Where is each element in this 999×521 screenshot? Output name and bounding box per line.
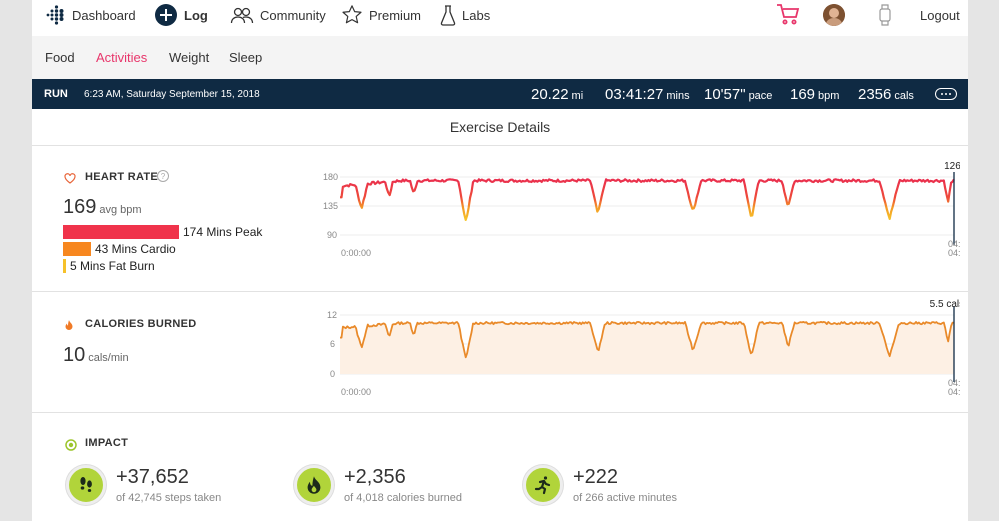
flame-icon bbox=[64, 318, 74, 336]
footsteps-icon bbox=[66, 465, 106, 505]
impact-subtext: of 42,745 steps taken bbox=[116, 492, 222, 504]
runner-icon bbox=[523, 465, 563, 505]
flask-icon bbox=[440, 4, 456, 26]
stat-distance: 20.22 mi bbox=[531, 86, 584, 103]
cursor-time-label: 04:07:05 bbox=[948, 239, 960, 249]
zone-cardio: 43 Mins Cardio bbox=[63, 242, 176, 256]
fitbit-logo-icon bbox=[44, 4, 66, 26]
impact-title: IMPACT bbox=[85, 437, 129, 449]
nav-log-label: Log bbox=[184, 7, 208, 23]
nav-community[interactable]: Community bbox=[230, 0, 326, 30]
activity-summary-bar: RUN 6:23 AM, Saturday September 15, 2018… bbox=[32, 79, 968, 109]
y-tick: 6 bbox=[330, 339, 335, 349]
star-icon bbox=[341, 4, 363, 26]
logout-link[interactable]: Logout bbox=[920, 8, 960, 23]
x-start-label: 0:00:00 bbox=[341, 387, 371, 397]
heart-icon bbox=[64, 171, 76, 189]
zone-peak: 174 Mins Peak bbox=[63, 225, 262, 239]
activity-type: RUN bbox=[44, 88, 68, 100]
heart-rate-panel: HEART RATE ? 169 avg bpm 174 Mins Peak 43… bbox=[32, 146, 968, 292]
nav-dashboard[interactable]: Dashboard bbox=[44, 0, 136, 30]
zone-fat-burn: 5 Mins Fat Burn bbox=[63, 259, 155, 273]
tab-activities[interactable]: Activities bbox=[96, 50, 148, 65]
more-options-button[interactable] bbox=[935, 88, 957, 100]
plus-circle-icon bbox=[154, 3, 178, 27]
top-nav: Dashboard Log Community Premium Labs Log… bbox=[32, 0, 968, 36]
tab-food[interactable]: Food bbox=[45, 50, 75, 65]
impact-value: +2,356 bbox=[344, 466, 406, 488]
stat-calories: 2356 cals bbox=[858, 86, 914, 103]
help-icon[interactable]: ? bbox=[157, 170, 169, 182]
watch-icon[interactable] bbox=[877, 3, 893, 27]
calories-area bbox=[340, 321, 954, 374]
activity-date: 6:23 AM, Saturday September 15, 2018 bbox=[84, 89, 260, 100]
y-tick: 135 bbox=[323, 201, 338, 211]
nav-log[interactable]: Log bbox=[154, 0, 208, 30]
tab-sleep[interactable]: Sleep bbox=[229, 50, 263, 65]
impact-subtext: of 4,018 calories burned bbox=[344, 492, 463, 504]
impact-subtext: of 266 active minutes bbox=[573, 492, 677, 504]
impact-panel: IMPACT +37,652 of 42,745 steps taken +2,… bbox=[32, 413, 968, 521]
stat-pace: 10'57" pace bbox=[704, 86, 773, 103]
y-tick: 90 bbox=[327, 230, 337, 240]
current-value-label: 126 bpm bbox=[944, 161, 960, 172]
calories-chart: 12 6 0 5.5 cals/min 04:07:05 0:00:00 04:… bbox=[327, 299, 960, 397]
exercise-details-title: Exercise Details bbox=[32, 109, 968, 146]
x-end-label: 04:07:05 bbox=[948, 248, 960, 258]
calories-rate: 10 cals/min bbox=[63, 344, 129, 366]
sub-nav: Food Activities Weight Sleep bbox=[32, 36, 968, 79]
nav-dashboard-label: Dashboard bbox=[72, 7, 136, 23]
nav-labs-label: Labs bbox=[462, 7, 491, 23]
target-icon bbox=[65, 438, 77, 456]
avatar[interactable] bbox=[823, 4, 845, 26]
y-tick: 180 bbox=[323, 172, 338, 182]
x-end-label: 04:07:05 bbox=[948, 387, 960, 397]
calories-panel: CALORIES BURNED 10 cals/min 12 6 0 5.5 ca… bbox=[32, 292, 968, 413]
heart-rate-chart: 180 135 90 126 bpm 04:07:05 0:00:00 04:0… bbox=[323, 161, 960, 258]
stat-duration: 03:41:27 mins bbox=[605, 86, 690, 103]
tab-weight[interactable]: Weight bbox=[169, 50, 210, 65]
impact-value: +222 bbox=[573, 466, 619, 488]
nav-premium[interactable]: Premium bbox=[341, 0, 421, 30]
calories-line bbox=[340, 321, 954, 359]
x-start-label: 0:00:00 bbox=[341, 248, 371, 258]
people-icon bbox=[230, 6, 254, 24]
current-value-label: 5.5 cals/min bbox=[930, 299, 960, 310]
flame-icon bbox=[294, 465, 334, 505]
cursor-time-label: 04:07:05 bbox=[948, 378, 960, 388]
heart-rate-title: HEART RATE bbox=[85, 171, 159, 183]
nav-premium-label: Premium bbox=[369, 7, 422, 23]
avg-heart-rate: 169 avg bpm bbox=[63, 196, 142, 218]
impact-value: +37,652 bbox=[116, 466, 189, 488]
nav-community-label: Community bbox=[260, 7, 326, 23]
y-tick: 0 bbox=[330, 369, 335, 379]
shopping-cart-icon[interactable] bbox=[776, 3, 800, 25]
nav-labs[interactable]: Labs bbox=[440, 0, 490, 30]
heart-rate-line bbox=[340, 178, 955, 221]
y-tick: 12 bbox=[327, 310, 337, 320]
calories-title: CALORIES BURNED bbox=[85, 318, 197, 330]
stat-heart-rate: 169 bpm bbox=[790, 86, 840, 103]
